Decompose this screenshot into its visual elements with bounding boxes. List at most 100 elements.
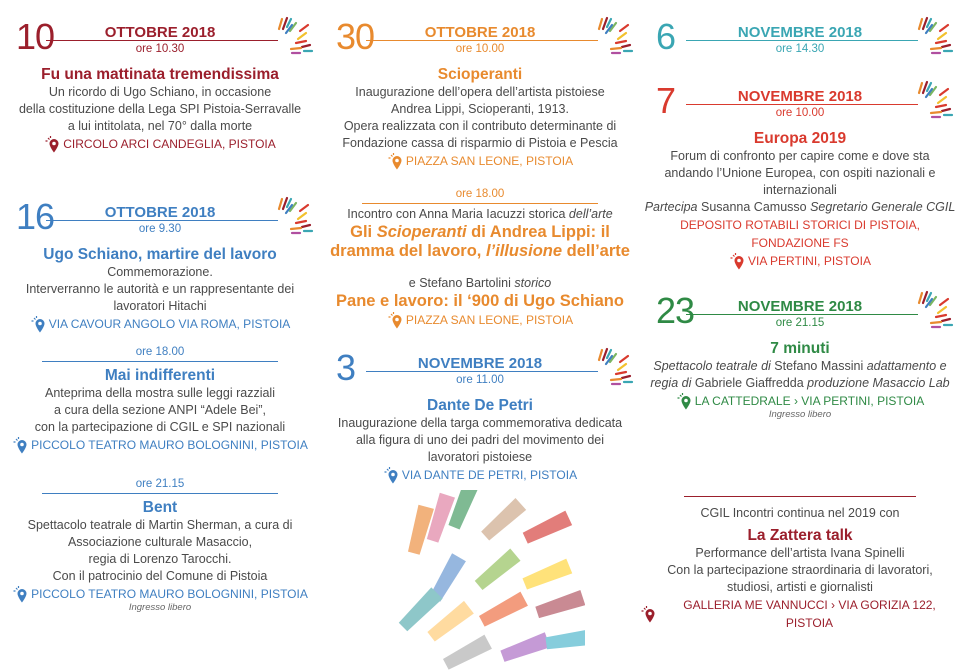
venue-label: VIA CAVOUR ANGOLO VIA ROMA, PISTOIA <box>48 317 291 331</box>
event-block: 23 NOVEMBRE 2018 ore 21.15 7 minuti Spettaco… <box>640 291 960 420</box>
event-month: OTTOBRE 2018 <box>104 204 216 221</box>
description-line: Anteprima della mostra sulle leggi razzi… <box>0 385 320 402</box>
divider-line <box>366 40 598 41</box>
session-time: ore 18.00 <box>455 188 505 200</box>
divider-line <box>686 104 918 105</box>
event-title: Fu una mattinata tremendissima <box>0 65 320 84</box>
stripe <box>481 497 527 541</box>
event-day: 16 <box>16 196 55 237</box>
text-segment: Scioperanti <box>376 223 467 241</box>
venue-location: VIA PERTINI, PISTOIA <box>640 252 960 270</box>
closing-block: CGIL Incontri continua nel 2019 con La Za… <box>640 496 960 632</box>
venue-location: VIA CAVOUR ANGOLO VIA ROMA, PISTOIA <box>0 315 320 333</box>
event-date-header: 6 NOVEMBRE 2018 ore 14.30 <box>640 17 960 61</box>
venue-location: VIA DANTE DE PETRI, PISTOIA <box>320 466 640 484</box>
event-day: 7 <box>656 80 676 121</box>
text-segment: Inaugurazione dell’opera dell’artista pi… <box>355 85 605 99</box>
location-pin-icon <box>677 393 691 410</box>
text-segment: regia di Lorenzo Tarocchi. <box>88 552 232 566</box>
description-line: Inaugurazione della targa commemorativa … <box>320 415 640 432</box>
description-line: della costituzione della Lega SPI Pistoi… <box>0 101 320 118</box>
text-segment: Interverranno le autorità e un rappresen… <box>25 282 295 296</box>
stripe <box>427 600 474 642</box>
event-title: Scioperanti <box>320 65 640 84</box>
event-day: 10 <box>16 16 55 57</box>
location-pin-icon <box>13 586 27 603</box>
text-segment: Anteprima della mostra sulle leggi razzi… <box>45 386 275 400</box>
event-day: 3 <box>336 347 356 388</box>
divider-line <box>46 40 278 41</box>
description-line: Andrea Lippi, Scioperanti, 1913. <box>320 101 640 118</box>
text-segment: CGIL Incontri continua nel 2019 con <box>700 506 900 520</box>
admission-note: Ingresso libero <box>128 602 192 613</box>
event-title: Mai indifferenti <box>0 366 320 385</box>
event-date-header: 10 OTTOBRE 2018 ore 10.30 <box>0 17 320 61</box>
event-block: 7 NOVEMBRE 2018 ore 10.00 Europa 2019 Forum … <box>640 81 960 270</box>
text-segment: dramma del lavoro, <box>330 242 486 260</box>
description-line: con la partecipazione di CGIL e SPI nazi… <box>0 419 320 436</box>
location-pin-icon <box>641 606 655 623</box>
text-segment: Commemorazione. <box>107 265 213 279</box>
description-line: Partecipa Susanna Camusso Segretario Gen… <box>640 199 960 216</box>
description-line: Interverranno le autorità e un rappresen… <box>0 281 320 298</box>
event-month: NOVEMBRE 2018 <box>417 355 543 372</box>
text-segment: produzione Masaccio Lab <box>807 376 950 390</box>
text-segment: Spettacolo teatrale di <box>653 359 771 373</box>
event-title: Europa 2019 <box>640 129 960 148</box>
text-segment: Dante De Petri <box>427 397 533 414</box>
text-segment: Susanna Camusso <box>697 200 811 214</box>
event-month: NOVEMBRE 2018 <box>737 88 863 105</box>
text-segment: a lui intitolata, nel 70° dalla morte <box>67 119 253 133</box>
venue-label: VIA PERTINI, PISTOIA <box>748 254 871 268</box>
description-line: a lui intitolata, nel 70° dalla morte <box>0 118 320 135</box>
colored-stripes-icon <box>917 80 954 119</box>
text-segment: adattamento e <box>866 359 947 373</box>
location-pin-icon <box>31 316 45 333</box>
colored-stripes-icon <box>597 347 634 386</box>
text-segment: andando l’Unione Europea, con ospiti naz… <box>664 166 936 180</box>
text-segment: Andrea Lippi, Scioperanti, 1913. <box>391 102 569 116</box>
text-segment: con la partecipazione di CGIL e SPI nazi… <box>34 420 286 434</box>
text-segment: Gabriele Giaffredda <box>691 376 808 390</box>
event-time: ore 10.00 <box>775 107 825 119</box>
event-date-header: 23 NOVEMBRE 2018 ore 21.15 <box>640 291 960 335</box>
event-title: Ugo Schiano, martire del lavoro <box>0 245 320 264</box>
intro-text: e Stefano Bartolini storico <box>320 275 640 292</box>
text-segment: Gli <box>350 223 377 241</box>
text-segment: Opera realizzata con il contributo deter… <box>343 119 617 133</box>
description-line: andando l’Unione Europea, con ospiti naz… <box>640 165 960 182</box>
text-segment: Con il patrocinio del Comune di Pistoia <box>52 569 268 583</box>
event-date-header: 7 NOVEMBRE 2018 ore 10.00 <box>640 81 960 125</box>
description-line: alla figura di uno dei padri del movimen… <box>320 432 640 449</box>
stripe <box>522 510 573 544</box>
divider-line <box>684 496 916 497</box>
divider-line <box>362 203 598 204</box>
event-date-header: 16 OTTOBRE 2018 ore 9.30 <box>0 197 320 241</box>
event-block: 16 OTTOBRE 2018 ore 9.30 Ugo Schiano, marti… <box>0 197 320 333</box>
text-segment: studiosi, artisti e giornalisti <box>727 580 873 594</box>
text-segment: della costituzione della Lega SPI Pistoi… <box>18 102 302 116</box>
column-2: 30 OTTOBRE 2018 ore 10.00 Scioperanti Inaugu… <box>320 0 640 664</box>
text-segment: Europa 2019 <box>753 130 847 147</box>
venue-label: PIAZZA SAN LEONE, PISTOIA <box>405 154 574 168</box>
text-segment: Bent <box>142 499 178 516</box>
text-segment: regia di <box>650 376 692 390</box>
location-pin-icon <box>45 136 59 153</box>
stripe <box>426 492 456 543</box>
decorative-stripes-graphic <box>398 490 585 670</box>
text-segment: 7 minuti <box>770 340 830 357</box>
colored-stripes-icon <box>917 16 954 55</box>
description-line: Con il patrocinio del Comune di Pistoia <box>0 568 320 585</box>
admission-note: Ingresso libero <box>768 409 832 420</box>
event-block: 10 OTTOBRE 2018 ore 10.30 Fu una mattinata … <box>0 17 320 153</box>
colored-stripes-icon <box>917 290 954 329</box>
description-line: Fondazione cassa di risparmio di Pistoia… <box>320 135 640 152</box>
colored-stripes-icon <box>277 16 314 55</box>
description-line: a cura della sezione ANPI “Adele Bei”, <box>0 402 320 419</box>
text-segment: Incontro con Anna Maria Iacuzzi storica <box>347 207 569 221</box>
venue-label: PIAZZA SAN LEONE, PISTOIA <box>405 313 574 327</box>
divider-line <box>366 371 598 372</box>
divider-line <box>42 493 278 494</box>
description-line: Spettacolo teatrale di Stefano Massini a… <box>640 358 960 375</box>
description-line: lavoratori pistoiese <box>320 449 640 466</box>
